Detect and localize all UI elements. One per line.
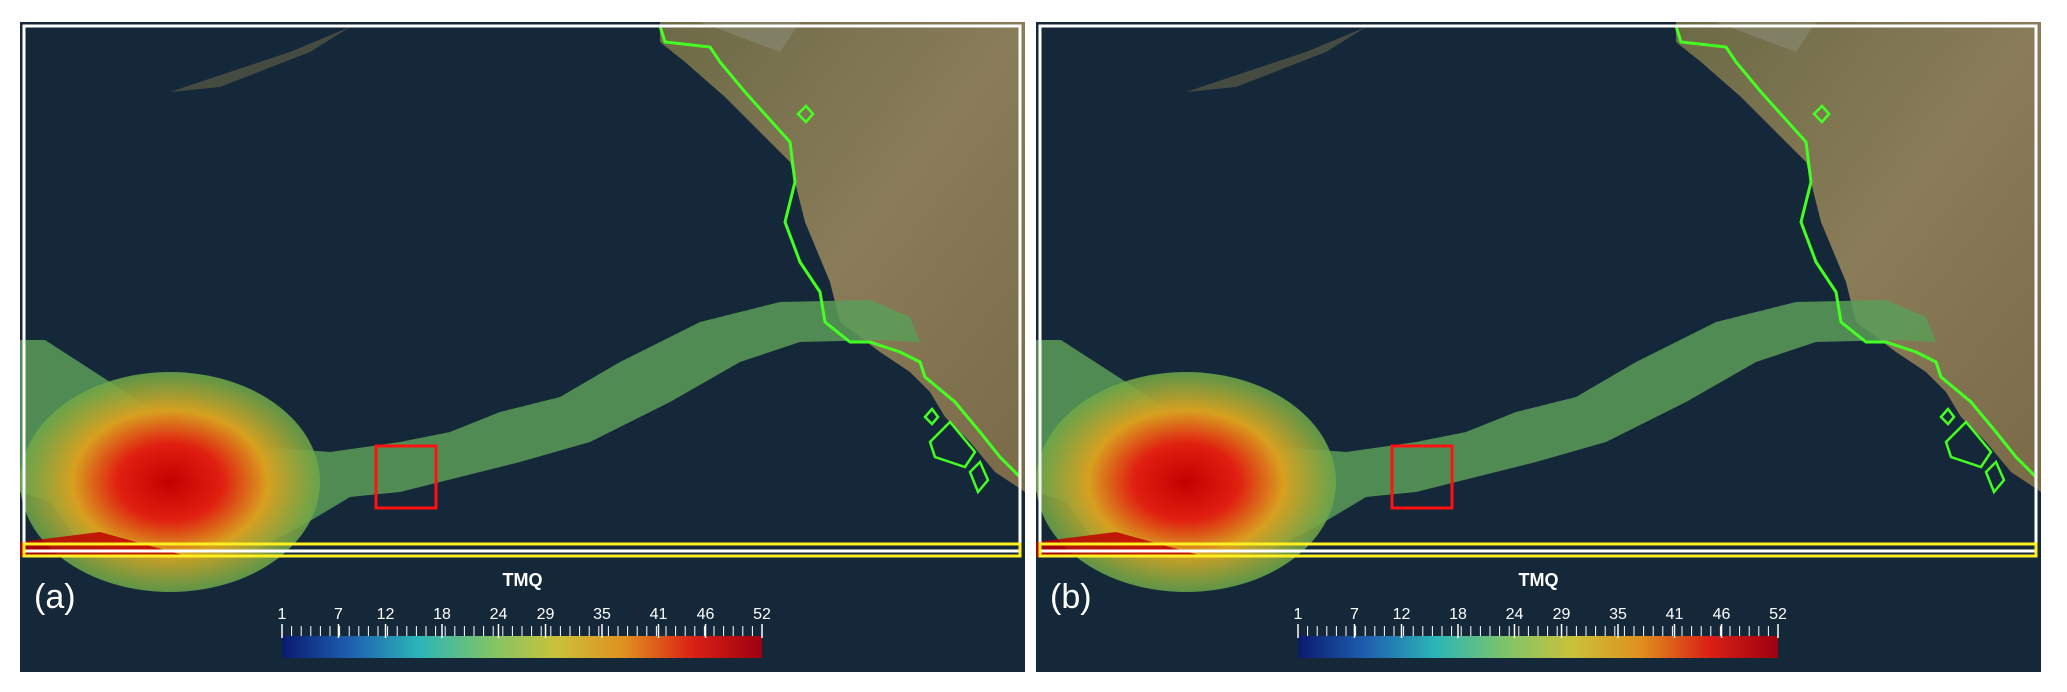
map-view [20, 22, 1025, 672]
colorbar-tick-labels: 1 7 12 18 24 29 35 41 46 52 [1036, 606, 2041, 628]
colorbar-tick-label: 29 [1552, 606, 1571, 623]
land-mask-island [1944, 420, 1993, 469]
land-mask-outline [1674, 25, 2038, 481]
land-snow [1716, 22, 1816, 52]
colorbar-tick-label: 24 [489, 606, 508, 623]
colorbar-tick-label: 41 [1665, 606, 1684, 623]
colorbar-tick-label: 46 [696, 606, 715, 623]
colorbar-tick-label: 52 [753, 606, 771, 623]
atmospheric-river-plume [20, 300, 920, 592]
colorbar-tick-label: 41 [649, 606, 668, 623]
colorbar [1297, 624, 1779, 658]
land-mask-island [928, 420, 977, 469]
colorbar-title: TMQ [502, 570, 543, 590]
colorbar-tick-label: 46 [1712, 606, 1731, 623]
land-snow [700, 22, 800, 52]
colorbar-tick-label: 52 [1769, 606, 1787, 623]
colorbar-gradient [282, 636, 762, 658]
map-panel-a: (a) TMQ 1 7 12 18 24 29 35 41 46 52 [20, 22, 1025, 672]
colorbar-tick-label: 12 [376, 606, 395, 623]
colorbar-tick-label: 7 [1350, 606, 1359, 623]
colorbar-tick-label: 7 [334, 606, 343, 623]
map-view [1036, 22, 2041, 672]
colorbar-tick-label: 18 [433, 606, 451, 623]
ar-region-box [1038, 542, 2038, 558]
land-mask-island [1939, 407, 1956, 426]
land-mask-island [796, 104, 815, 124]
land-mask-island [923, 407, 940, 426]
colorbar-title: TMQ [1518, 570, 1559, 590]
colorbar-tick-label: 1 [277, 606, 287, 623]
colorbar-tick-label: 24 [1505, 606, 1524, 623]
land-mask-island [1812, 104, 1831, 124]
domain-box [1038, 24, 2038, 553]
land-mask-island [968, 459, 990, 495]
map-panel-b: (b) TMQ 1 7 12 18 24 29 35 41 46 52 [1036, 22, 2041, 672]
highlight-box [374, 444, 438, 510]
colorbar-tick-label: 35 [1609, 606, 1627, 623]
colorbar [281, 624, 763, 658]
colorbar-tick-label: 1 [1293, 606, 1303, 623]
colorbar-tick-label: 12 [1392, 606, 1411, 623]
colorbar-tick-labels: 1 7 12 18 24 29 35 41 46 52 [20, 606, 1025, 628]
highlight-box [1390, 444, 1454, 510]
domain-box [22, 24, 1022, 553]
colorbar-tick-label: 18 [1449, 606, 1467, 623]
north-america-land [660, 22, 1025, 492]
colorbar-tick-label: 35 [593, 606, 611, 623]
ar-region-box [22, 542, 1022, 558]
land-mask-island [1984, 459, 2006, 495]
colorbar-gradient [1298, 636, 1778, 658]
panel-label: (b) [1050, 578, 1092, 616]
land-mask-outline [658, 25, 1022, 481]
panel-label: (a) [34, 578, 76, 616]
north-america-land [1676, 22, 2041, 492]
colorbar-tick-label: 29 [536, 606, 555, 623]
